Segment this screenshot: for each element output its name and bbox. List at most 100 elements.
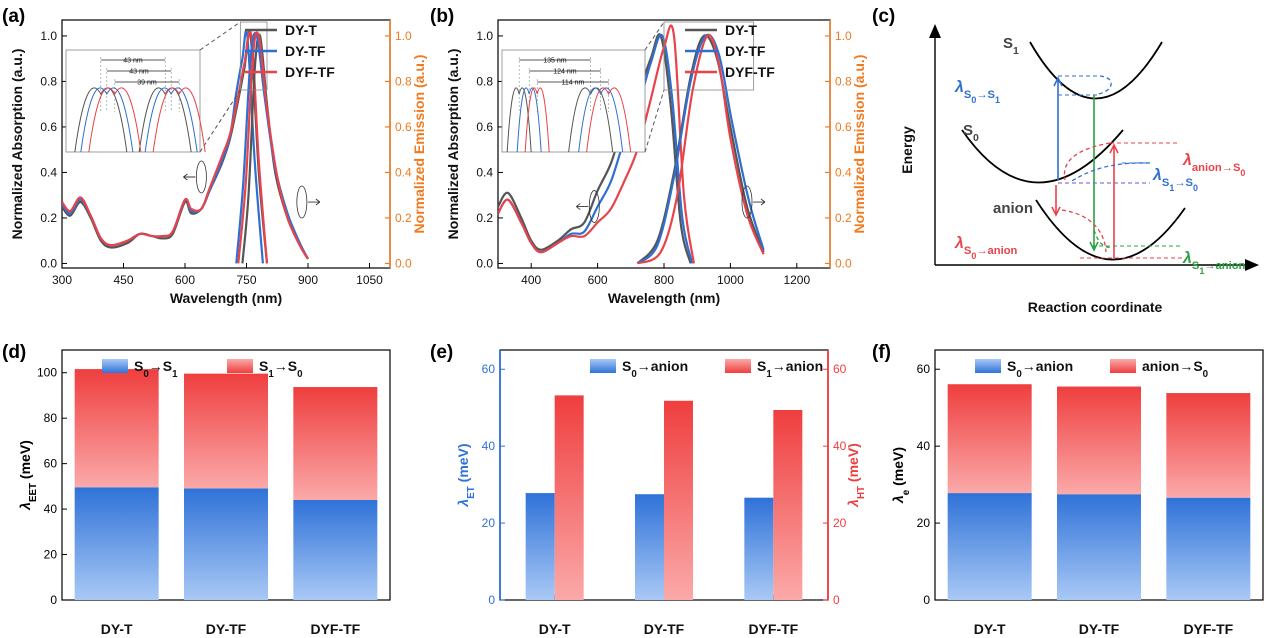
- y-tick-label: 40: [482, 439, 496, 453]
- transition-arrow-s0-s1-head: [1053, 76, 1063, 87]
- bar-S0→anion-DY-T: [525, 493, 555, 600]
- lambda-label-s0s1: λS0→S1: [954, 79, 1000, 105]
- chart-a: 0.0 0.0 0.2 0.2 0.4 0.4 0.6 0.6 0.8 0.8 1.0 1.0 300 4…: [9, 19, 427, 306]
- y-tick-label: 20: [917, 516, 931, 530]
- x-tick-label: DY-TF: [1079, 621, 1120, 637]
- legend-label-S1→S0: S1→S0: [259, 358, 303, 380]
- y-tick-label: 0.8: [40, 74, 57, 88]
- chart-e: 0 20 40 60 0 20 40 60 λET (meV) λHT (meV) DY-T DY-T…: [455, 349, 867, 637]
- legend-swatch-S1→anion: [725, 359, 751, 373]
- x-tick-label: 600: [588, 273, 608, 287]
- series-line-DY-TF-emission: [636, 33, 765, 265]
- legend-label-S0→anion: S0→anion: [622, 358, 688, 380]
- y2-tick-label: 40: [833, 439, 847, 453]
- state-label-s1: S1: [1003, 35, 1019, 57]
- y-tick-label: 0.6: [476, 120, 493, 134]
- bar-S1→anion-DY-T: [554, 395, 584, 600]
- series-line-DYF-TF-emission: [636, 33, 765, 265]
- inset-label: 124 nm: [553, 69, 577, 76]
- x-tick-label: 1050: [356, 273, 383, 287]
- series-line-DY-TF-emission: [235, 32, 309, 264]
- inset-peak-DYF-TF: [88, 87, 142, 153]
- state-label-s0: S0: [963, 122, 979, 144]
- y-tick-label: 0.2: [476, 211, 493, 225]
- y-tick-label: 0: [923, 593, 930, 607]
- curve-s0: [961, 129, 1124, 184]
- y2-tick-label: 0.8: [395, 74, 412, 88]
- y2-tick-label: 0.0: [395, 256, 412, 270]
- y-tick-label: 1.0: [40, 29, 57, 43]
- y-axis-label: λEET (meV): [17, 440, 39, 511]
- y2-axis-label: Normalized Emission (a.u.): [851, 55, 867, 234]
- panel-label-c: (c): [872, 6, 895, 27]
- y-tick-label: 0: [50, 593, 57, 607]
- y2-tick-label: 0.0: [835, 256, 852, 270]
- zoom-connector: [199, 89, 241, 153]
- y-tick-label: 0.8: [476, 74, 493, 88]
- x-tick-label: 450: [113, 273, 133, 287]
- reaction-axis-arrow-icon: [1245, 259, 1259, 271]
- series-line-DY-T-absorption: [498, 33, 692, 264]
- x-tick-label: 900: [298, 273, 318, 287]
- inset-label: 39 nm: [137, 80, 157, 87]
- y2-tick-label: 1.0: [835, 29, 852, 43]
- legend-swatch-S0→anion: [590, 359, 616, 373]
- bar-S0→anion-DY-T: [947, 493, 1032, 600]
- chart-b: 0.0 0.0 0.2 0.2 0.4 0.4 0.6 0.6 0.8 0.8 1.0 1.0 400 6…: [445, 19, 867, 306]
- x-axis-label: Wavelength (nm): [608, 290, 720, 306]
- y-axis-label: λET (meV): [455, 443, 477, 507]
- bar-S1→S0-DY-T: [74, 369, 159, 488]
- x-tick-label: DY-T: [539, 621, 571, 637]
- bar-S0→S1-DY-T: [74, 487, 159, 600]
- inset-plot: 43 nm 43 nm 39 nm: [74, 57, 206, 153]
- panel-label-a: (a): [2, 6, 25, 27]
- legend-label-S0→S1: S0→S1: [134, 358, 178, 380]
- y-tick-label: 40: [917, 439, 931, 453]
- right-arrow-icon: [753, 198, 766, 206]
- legend-label-anion→S0: anion→S0: [1142, 358, 1209, 380]
- legend-label-DY-TF: DY-TF: [285, 43, 326, 59]
- lambda-label-s1anion: λS1→anion: [1182, 250, 1246, 276]
- series-group: [498, 24, 765, 265]
- y2-tick-label: 0: [833, 593, 840, 607]
- x-tick-label: DYF-TF: [748, 621, 798, 637]
- inset-peak-DYF-TF: [152, 87, 206, 153]
- x-tick-label: DY-TF: [644, 621, 685, 637]
- series-line-DYF-TF-absorption: [498, 24, 695, 264]
- x-tick-label: 1200: [783, 273, 810, 287]
- y-tick-label: 1.0: [476, 29, 493, 43]
- bar-S0→anion-DY-TF: [1057, 494, 1141, 600]
- state-label-anion: anion: [993, 200, 1033, 217]
- zoom-connector: [199, 21, 241, 51]
- legend-label-S0→anion: S0→anion: [1007, 358, 1073, 380]
- inset-plot: 135 nm 124 nm 114 nm: [506, 57, 632, 153]
- y-tick-label: 0.0: [476, 256, 493, 270]
- x-tick-label: DY-T: [101, 621, 133, 637]
- bar-S1→S0-DY-TF: [184, 373, 268, 489]
- lambda-label-s0anion: λS0→anion: [954, 235, 1018, 261]
- y2-tick-label: 60: [833, 362, 847, 376]
- x-tick-label: 800: [654, 273, 674, 287]
- bar-S0→anion-DY-TF: [635, 494, 664, 600]
- x-axis-label: Wavelength (nm): [170, 290, 282, 306]
- diagram-c: Energy Reaction coordinate S1 S0 anion λS0→S1…: [899, 24, 1259, 315]
- legend-swatch-S1→S0: [227, 359, 253, 373]
- x-tick-label: 600: [175, 273, 195, 287]
- left-arrow-icon: [576, 203, 589, 210]
- legend-swatch-anion→S0: [1110, 359, 1136, 373]
- reaction-axis-label: Reaction coordinate: [1028, 299, 1163, 315]
- y-axis-label: Normalized Absorption (a.u.): [9, 49, 25, 240]
- legend-swatch-S0→S1: [102, 359, 128, 373]
- legend-label-S1→anion: S1→anion: [757, 358, 823, 380]
- transition-arrow-s1-anion-head: [1089, 241, 1099, 252]
- right-arrow-icon: [307, 198, 321, 206]
- series-line-DYF-TF-absorption: [62, 30, 269, 264]
- y2-tick-label: 0.8: [835, 74, 852, 88]
- bar-S0→anion-DYF-TF: [744, 497, 774, 600]
- bar-S1→S0-DYF-TF: [293, 387, 378, 500]
- bar-anion→S0-DY-T: [947, 384, 1032, 494]
- y-tick-label: 80: [44, 411, 58, 425]
- energy-axis-label: Energy: [899, 126, 915, 174]
- relax-arrow-s1: [1097, 75, 1112, 95]
- emission-axis-marker: [741, 185, 753, 219]
